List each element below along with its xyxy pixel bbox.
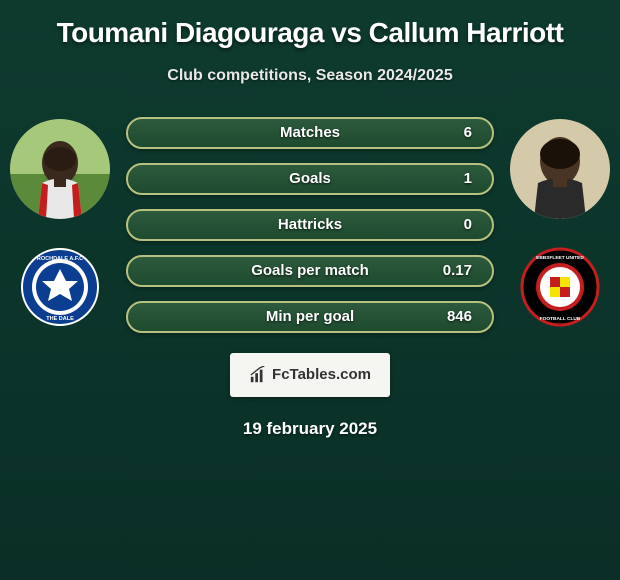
- stat-row-goals: Goals 1: [126, 163, 494, 195]
- club-badge-left: ROCHDALE A.F.C THE DALE: [20, 247, 100, 327]
- stat-row-min-per-goal: Min per goal 846: [126, 301, 494, 333]
- player-avatar-right: [510, 119, 610, 219]
- stat-label: Goals per match: [251, 262, 369, 279]
- svg-text:EBBSFLEET UNITED: EBBSFLEET UNITED: [536, 255, 584, 261]
- subtitle: Club competitions, Season 2024/2025: [167, 67, 452, 85]
- stat-row-hattricks: Hattricks 0: [126, 209, 494, 241]
- stat-label: Hattricks: [278, 216, 342, 233]
- stat-value: 846: [447, 308, 472, 325]
- avatar-right-icon: [510, 119, 610, 219]
- date-text: 19 february 2025: [243, 419, 377, 439]
- stat-label: Min per goal: [266, 308, 354, 325]
- svg-text:THE DALE: THE DALE: [46, 316, 74, 322]
- stat-label: Matches: [280, 124, 340, 141]
- page-title: Toumani Diagouraga vs Callum Harriott: [57, 18, 564, 49]
- rochdale-badge-icon: ROCHDALE A.F.C THE DALE: [20, 247, 100, 327]
- brand-box: FcTables.com: [230, 353, 390, 397]
- stats-column: Matches 6 Goals 1 Hattricks 0 Goals per …: [110, 117, 510, 333]
- ebbsfleet-badge-icon: EBBSFLEET UNITED FOOTBALL CLUB: [520, 247, 600, 327]
- stat-value: 0.17: [443, 262, 472, 279]
- stat-row-matches: Matches 6: [126, 117, 494, 149]
- main-row: ROCHDALE A.F.C THE DALE Matches 6 Goals …: [10, 115, 610, 333]
- comparison-card: Toumani Diagouraga vs Callum Harriott Cl…: [0, 0, 620, 439]
- svg-text:ROCHDALE A.F.C: ROCHDALE A.F.C: [37, 256, 83, 262]
- stat-value: 6: [464, 124, 472, 141]
- brand-label: FcTables.com: [272, 366, 371, 383]
- chart-icon: [249, 366, 267, 384]
- stat-value: 1: [464, 170, 472, 187]
- stat-label: Goals: [289, 170, 331, 187]
- avatar-left-icon: [10, 119, 110, 219]
- left-column: ROCHDALE A.F.C THE DALE: [10, 115, 110, 327]
- club-badge-right: EBBSFLEET UNITED FOOTBALL CLUB: [520, 247, 600, 327]
- stat-row-goals-per-match: Goals per match 0.17: [126, 255, 494, 287]
- player-avatar-left: [10, 119, 110, 219]
- stat-value: 0: [464, 216, 472, 233]
- right-column: EBBSFLEET UNITED FOOTBALL CLUB: [510, 115, 610, 327]
- svg-text:FOOTBALL CLUB: FOOTBALL CLUB: [540, 316, 581, 322]
